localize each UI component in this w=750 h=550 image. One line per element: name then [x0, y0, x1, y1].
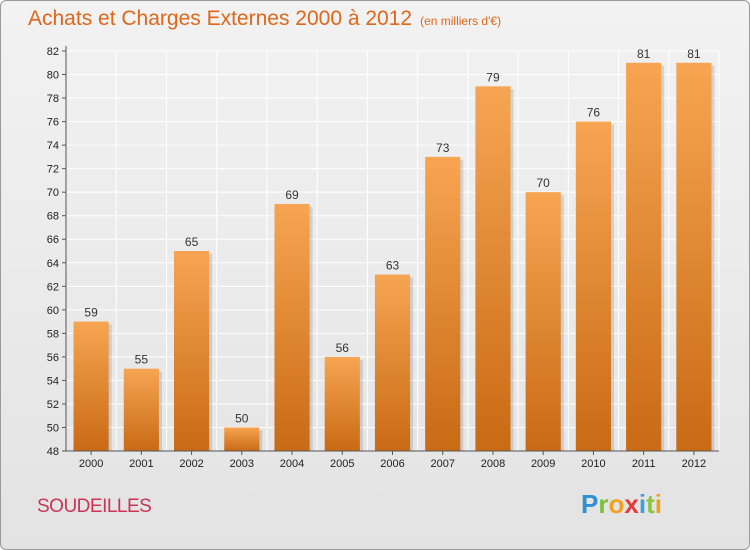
x-tick-label-2002: 2002: [179, 458, 203, 470]
x-tick-label-2005: 2005: [330, 458, 354, 470]
bar-2009: [525, 192, 561, 452]
value-label-2009: 70: [537, 176, 551, 190]
x-tick-label-2007: 2007: [430, 458, 454, 470]
value-label-2007: 73: [436, 141, 450, 155]
value-label-2005: 56: [336, 341, 350, 355]
brand-letter: x: [624, 489, 639, 519]
brand-letter: i: [654, 489, 662, 519]
chart-subtitle: (en milliers d'€): [420, 14, 502, 28]
x-tick-label-2011: 2011: [632, 458, 656, 470]
x-tick-label-2003: 2003: [230, 458, 254, 470]
y-tick-label: 60: [47, 305, 59, 317]
value-label-2008: 79: [486, 70, 500, 84]
y-tick-label: 52: [47, 399, 59, 411]
value-label-2001: 55: [135, 353, 149, 367]
commune-name: SOUDEILLES: [37, 496, 152, 517]
x-tick-label-2006: 2006: [380, 458, 404, 470]
value-label-2003: 50: [235, 411, 249, 425]
y-tick-label: 82: [47, 46, 59, 58]
y-tick-label: 80: [47, 70, 59, 82]
proxiti-logo: Proxiti: [581, 489, 662, 520]
x-tick-label-2010: 2010: [581, 458, 605, 470]
brand-letter: t: [646, 489, 655, 519]
y-tick-label: 64: [47, 258, 59, 270]
y-tick-label: 68: [47, 211, 59, 223]
brand-letter: o: [608, 489, 625, 519]
bar-2003: [224, 427, 260, 451]
bar-2008: [475, 86, 511, 451]
brand-letter: i: [638, 489, 647, 519]
bar-2001: [123, 368, 159, 451]
y-tick-label: 62: [47, 281, 59, 293]
x-tick-label-2000: 2000: [79, 458, 103, 470]
bar-2012: [676, 62, 712, 451]
y-tick-label: 58: [47, 328, 59, 340]
value-label-2004: 69: [285, 188, 299, 202]
value-label-2006: 63: [386, 259, 400, 273]
bar-2010: [575, 121, 612, 452]
bar-2007: [425, 156, 461, 451]
y-tick-label: 50: [47, 422, 59, 434]
x-tick-label-2001: 2001: [129, 458, 153, 470]
value-label-2012: 81: [687, 47, 701, 61]
bar-2000: [73, 321, 109, 451]
value-label-2000: 59: [84, 306, 98, 320]
bars: [73, 62, 715, 452]
y-tick-label: 66: [47, 234, 59, 246]
bar-2006: [374, 274, 411, 451]
y-tick-label: 56: [47, 352, 59, 364]
value-label-2010: 76: [587, 106, 601, 120]
value-label-2011: 81: [637, 47, 651, 61]
y-tick-label: 74: [47, 140, 59, 152]
y-tick-label: 76: [47, 117, 59, 129]
axes: [62, 46, 719, 455]
bar-2002: [173, 251, 210, 451]
x-tick-label-2008: 2008: [481, 458, 505, 470]
brand-letter: P: [581, 489, 599, 519]
chart-title-block: Achats et Charges Externes 2000 à 2012 (e…: [28, 7, 501, 31]
bar-2004: [274, 203, 310, 451]
value-label-2002: 65: [185, 235, 199, 249]
chart-title: Achats et Charges Externes 2000 à 2012: [28, 7, 413, 30]
y-tick-label: 70: [47, 187, 59, 199]
brand-letter: r: [598, 489, 609, 519]
x-tick-label-2004: 2004: [280, 458, 304, 470]
y-tick-label: 72: [47, 164, 59, 176]
labels: 48 50 52 54 56 58 60 62 64 66 68 70 72 74 76 78 80 82 59 20…: [47, 46, 706, 470]
bar-2005: [324, 356, 360, 451]
y-tick-label: 48: [47, 446, 59, 458]
bar-2011: [626, 62, 662, 451]
x-tick-label-2009: 2009: [531, 458, 555, 470]
x-tick-label-2012: 2012: [682, 458, 706, 470]
y-tick-label: 78: [47, 93, 59, 105]
y-tick-label: 54: [47, 375, 59, 387]
